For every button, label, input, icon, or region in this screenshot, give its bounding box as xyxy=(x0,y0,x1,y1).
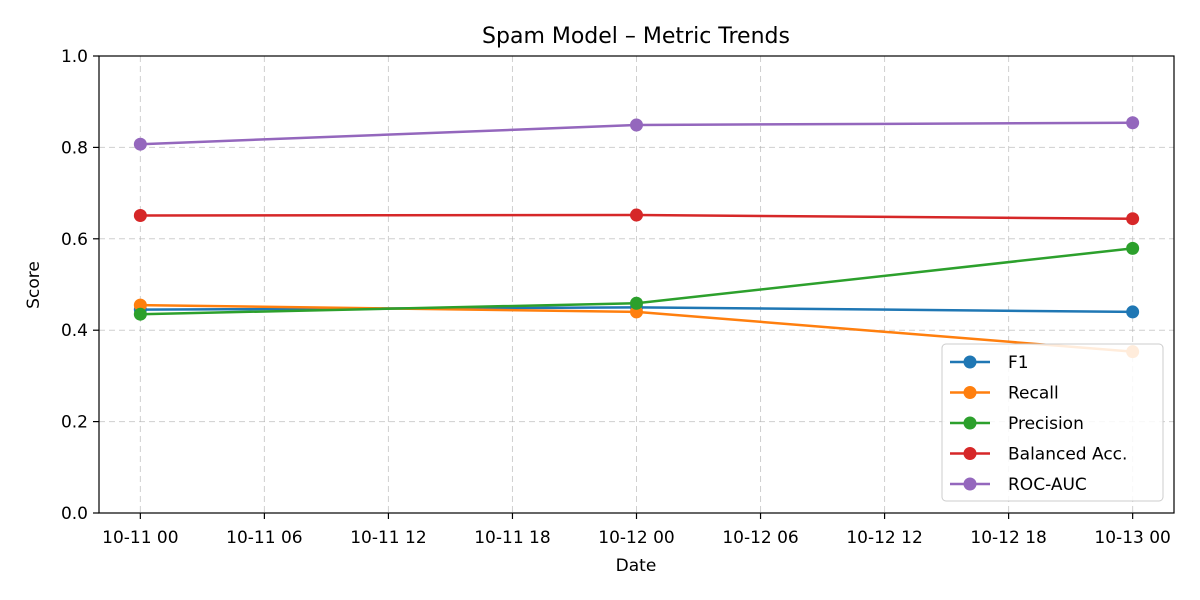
data-point xyxy=(630,118,643,132)
legend-swatch-marker xyxy=(963,447,977,460)
data-point xyxy=(1126,241,1140,255)
legend-label: Precision xyxy=(1008,414,1084,434)
data-point xyxy=(133,298,147,312)
legend-box xyxy=(941,343,1164,502)
data-point xyxy=(133,208,147,222)
data-point xyxy=(1126,305,1140,319)
y-tick-label: 0.8 xyxy=(61,138,88,158)
x-tick-label: 10-12 00 xyxy=(598,528,674,548)
legend-label: Recall xyxy=(1008,384,1059,404)
legend-swatch-marker xyxy=(963,386,977,399)
x-tick-label: 10-11 00 xyxy=(102,528,178,548)
y-axis-label: Score xyxy=(24,261,44,309)
legend-label: Balanced Acc. xyxy=(1008,445,1127,465)
x-tick-label: 10-11 06 xyxy=(226,528,302,548)
y-tick-label: 1.0 xyxy=(61,47,88,67)
x-tick-label: 10-12 18 xyxy=(970,528,1046,548)
x-tick-label: 10-11 12 xyxy=(350,528,426,548)
legend-label: F1 xyxy=(1008,353,1029,373)
legend-label: ROC-AUC xyxy=(1008,475,1087,495)
data-point xyxy=(133,137,147,151)
x-tick-label: 10-13 00 xyxy=(1094,528,1170,548)
y-tick-label: 0.6 xyxy=(61,230,88,250)
legend-swatch-marker xyxy=(963,355,977,369)
data-point xyxy=(133,307,147,321)
x-tick-label: 10-12 12 xyxy=(846,528,922,548)
x-axis-label: Date xyxy=(616,556,657,576)
x-tick-label: 10-11 18 xyxy=(474,528,550,548)
data-point xyxy=(630,208,643,222)
axis-ticks: 10-11 00 10-11 06 10-11 12 10-11 18 10-12 00… xyxy=(61,47,1171,548)
x-tick-label: 10-12 06 xyxy=(722,528,798,548)
data-point xyxy=(1126,116,1140,130)
legend-swatch-marker xyxy=(963,416,977,430)
y-tick-label: 0.0 xyxy=(61,504,88,524)
legend: F1 Recall Precision Balanced Acc. ROC-AUC xyxy=(941,343,1164,502)
legend-swatch-marker xyxy=(963,477,977,491)
data-point xyxy=(1126,212,1140,226)
chart-title: Spam Model – Metric Trends xyxy=(482,24,790,49)
series-group xyxy=(133,116,1140,359)
y-tick-label: 0.4 xyxy=(61,321,88,341)
data-point xyxy=(630,296,643,310)
y-tick-label: 0.2 xyxy=(61,413,88,433)
